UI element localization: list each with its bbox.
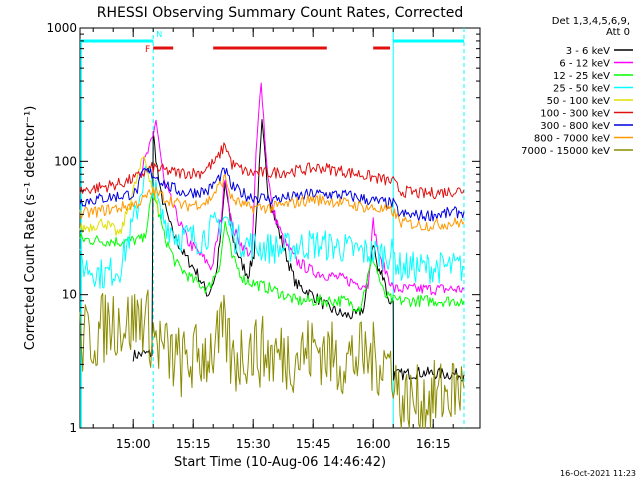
series-line-100-300-kev [79, 142, 465, 200]
x-axis-label: Start Time (10-Aug-06 14:46:42) [174, 455, 386, 470]
legend-label-300-800-kev: 300 - 800 keV [540, 121, 610, 132]
legend-label-12-25-kev: 12 - 25 keV [553, 71, 610, 82]
x-tick-label: 16:15 [416, 437, 451, 451]
x-tick-label: 15:45 [296, 437, 331, 451]
axes-layer: 1 10 100 1000 15:00 15:15 15:30 15:45 16:00 16:15 [46, 21, 480, 451]
legend-label-3-6-kev: 3 - 6 keV [566, 46, 610, 57]
x-tick-label: 15:30 [236, 437, 271, 451]
x-tick-label: 15:00 [116, 437, 151, 451]
legend-label-50-100-kev: 50 - 100 keV [547, 96, 611, 107]
legend-header: Att 0 [606, 27, 630, 38]
series-line-7000-15000-kev [79, 289, 465, 429]
series-line-300-800-kev [79, 167, 465, 222]
series-line-6-12-kev [139, 82, 465, 296]
chart-title: RHESSI Observing Summary Count Rates, Co… [97, 5, 463, 21]
series-line-12-25-kev [79, 189, 465, 313]
flare-flag-label: F [145, 45, 150, 55]
series-line-25-50-kev [79, 165, 465, 289]
legend-label-7000-15000-kev: 7000 - 15000 keV [521, 146, 610, 157]
x-tick-label: 15:15 [176, 437, 211, 451]
y-tick-label: 1 [69, 421, 77, 435]
legend-label-6-12-kev: 6 - 12 keV [559, 59, 610, 70]
x-tick-label: 16:00 [356, 437, 391, 451]
night-flag-layer: N [80, 28, 465, 428]
legend: Det 1,3,4,5,6,9,Att 0 3 - 6 keV 6 - 12 keV… [521, 16, 633, 157]
timestamp-label: 16-Oct-2021 11:23 [560, 469, 636, 478]
series-line-50-100-kev [79, 155, 161, 236]
y-tick-label: 10 [62, 288, 77, 302]
series-line-800-7000-kev [79, 174, 465, 232]
y-tick-label: 1000 [46, 21, 77, 35]
night-flag-label: N [156, 30, 162, 39]
legend-label-800-7000-kev: 800 - 7000 keV [534, 134, 610, 145]
y-tick-label: 100 [54, 154, 77, 168]
series-line-3-6-kev [132, 119, 465, 382]
y-axis-label: Corrected Count Rate (s⁻¹ detector⁻¹) [23, 106, 38, 351]
legend-label-25-50-kev: 25 - 50 keV [553, 84, 610, 95]
legend-label-100-300-kev: 100 - 300 keV [540, 109, 610, 120]
flare-flag-layer: F [145, 45, 390, 55]
legend-header: Det 1,3,4,5,6,9, [552, 16, 630, 27]
series-layer [79, 82, 465, 429]
